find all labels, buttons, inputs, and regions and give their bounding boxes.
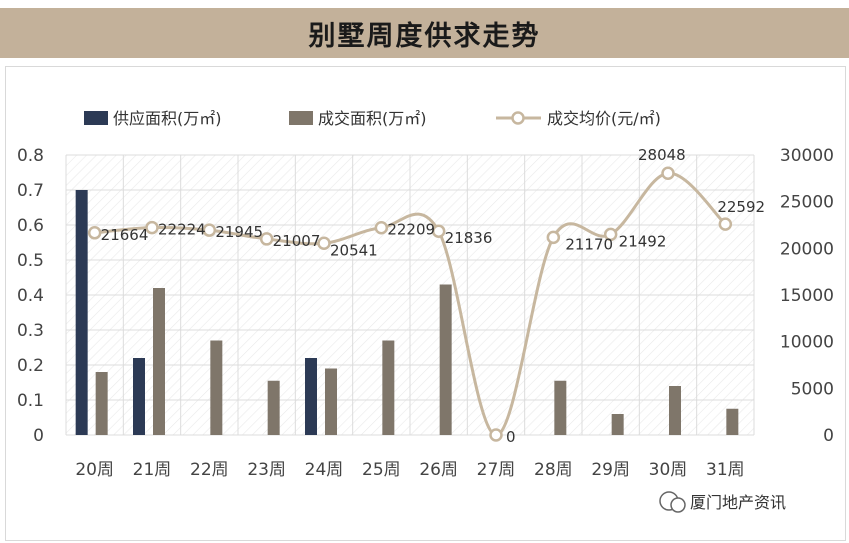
point-price xyxy=(259,232,274,246)
bar-supply xyxy=(75,190,88,435)
y-right-tick-label: 25000 xyxy=(780,193,834,213)
x-tick-label: 23周 xyxy=(247,460,286,480)
y-left-tick-label: 0.8 xyxy=(17,146,44,166)
point-price xyxy=(546,230,561,245)
data-label-price: 21170 xyxy=(565,235,613,253)
y-right-tick-label: 20000 xyxy=(780,239,834,259)
x-tick-label: 22周 xyxy=(190,460,229,480)
x-tick-label: 26周 xyxy=(419,460,458,480)
y-left-tick-label: 0.7 xyxy=(17,181,44,201)
bar-supply xyxy=(133,358,145,435)
y-left-tick-label: 0.2 xyxy=(17,356,44,376)
y-left-tick-label: 0 xyxy=(33,426,44,446)
x-tick-label: 30周 xyxy=(649,460,688,480)
x-tick-label: 28周 xyxy=(534,460,573,480)
point-price xyxy=(374,220,389,235)
y-right-tick-label: 5000 xyxy=(791,379,834,399)
legend: 供应面积(万㎡) 成交面积(万㎡) 成交均价(元/㎡) xyxy=(84,109,661,128)
x-tick-label: 25周 xyxy=(362,460,401,480)
point-price xyxy=(87,226,102,240)
point-price xyxy=(603,227,618,242)
legend-label-supply: 供应面积(万㎡) xyxy=(113,109,222,128)
y-right-tick-label: 30000 xyxy=(780,146,834,166)
point-price xyxy=(202,223,217,237)
chart-svg: 供应面积(万㎡) 成交面积(万㎡) 成交均价(元/㎡) 00.10.20.30.40… xyxy=(17,109,834,513)
legend-label-deal: 成交面积(万㎡) xyxy=(318,109,427,128)
y-left-tick-label: 0.5 xyxy=(17,251,44,271)
data-label-price: 21007 xyxy=(273,232,321,250)
bar-deal xyxy=(439,284,452,435)
y-left-tick-label: 0.6 xyxy=(17,216,44,236)
chart-title: 别墅周度供求走势 xyxy=(308,20,541,52)
bar-deal xyxy=(95,372,108,435)
x-tick-label: 31周 xyxy=(706,460,745,480)
bar-deal xyxy=(325,368,337,435)
y-left-tick-label: 0.1 xyxy=(17,391,44,411)
plot-area: 0 0.1 0.2 0.3 0.4 0.5 0.6 0.7 0.8 0 5000 10000 15000… xyxy=(17,146,834,480)
bar-supply xyxy=(305,358,317,435)
point-price xyxy=(431,224,446,238)
y-right-tick-label: 10000 xyxy=(780,333,834,353)
bar-deal xyxy=(554,380,567,435)
bar-deal xyxy=(726,408,739,435)
data-label-price: 22224 xyxy=(158,221,206,239)
data-label-price: 21492 xyxy=(619,232,667,250)
bar-deal xyxy=(669,386,681,435)
point-price xyxy=(718,217,733,231)
y-left-tick-label: 0.3 xyxy=(17,321,44,341)
legend-swatch-supply xyxy=(84,111,108,125)
legend-label-price: 成交均价(元/㎡) xyxy=(547,109,661,128)
data-label-price: 22592 xyxy=(717,198,765,216)
data-label-price: 21664 xyxy=(101,226,149,244)
x-tick-label: 24周 xyxy=(305,460,344,480)
x-tick-label: 27周 xyxy=(477,460,516,480)
bar-deal xyxy=(382,340,395,435)
bar-deal xyxy=(210,340,223,435)
bar-deal xyxy=(267,380,280,435)
data-label-price: 21945 xyxy=(215,223,263,241)
chart-title-bar: 别墅周度供求走势 xyxy=(0,8,849,58)
x-tick-label: 29周 xyxy=(591,460,630,480)
data-label-price: 20541 xyxy=(330,241,378,259)
y-right-tick-label: 0 xyxy=(823,426,834,446)
bar-deal xyxy=(153,288,165,435)
legend-marker-price xyxy=(511,111,525,125)
data-label-price: 28048 xyxy=(638,146,686,164)
data-label-price: 0 xyxy=(506,428,516,446)
x-tick-label: 21周 xyxy=(133,460,172,480)
data-label-price: 22209 xyxy=(387,221,435,239)
watermark-source-text: 厦门地产资讯 xyxy=(690,493,786,512)
x-tick-label: 20周 xyxy=(75,460,114,480)
bar-deal xyxy=(611,414,624,435)
y-left-tick-label: 0.4 xyxy=(17,286,44,306)
point-price xyxy=(489,428,503,442)
point-price xyxy=(317,236,331,251)
watermark-source: 厦门地产资讯 xyxy=(659,491,786,513)
data-label-price: 21836 xyxy=(445,229,493,247)
point-price xyxy=(145,220,159,235)
wechat-icon-bubble xyxy=(670,497,686,513)
y-right-tick-label: 15000 xyxy=(780,286,834,306)
legend-swatch-deal xyxy=(289,111,313,125)
chart-area: 供应面积(万㎡) 成交面积(万㎡) 成交均价(元/㎡) 0 0.1 0.2 0.3 0.4 0… xyxy=(5,66,846,541)
point-price xyxy=(661,166,675,180)
